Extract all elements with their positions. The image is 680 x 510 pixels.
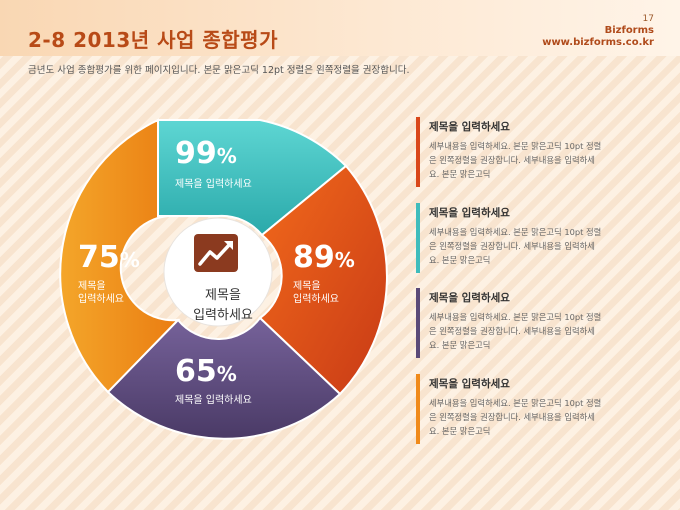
info-body: 세부내용을 입력하세요. 본문 맑은고딕 10pt 정렬 은 왼쪽정렬을 권장합니… (429, 141, 602, 179)
segment-orange-percent: 75% (78, 240, 140, 275)
brand-block: Bizforms www.bizforms.co.kr (542, 25, 654, 49)
info-accent-bar (416, 288, 420, 358)
segment-orange-label: 제목을 입력하세요 (78, 281, 124, 305)
segment-purple-label: 제목을 입력하세요 (175, 395, 252, 406)
brand-url: www.bizforms.co.kr (542, 37, 654, 48)
page-number: 17 (642, 14, 654, 24)
info-title: 제목을 입력하세요 (429, 378, 510, 390)
header-banner (0, 0, 680, 56)
info-accent-bar (416, 117, 420, 187)
segment-teal-percent: 99% (175, 136, 237, 171)
info-item: 제목을 입력하세요 세부내용을 입력하세요. 본문 맑은고딕 10pt 정렬 은 … (416, 288, 659, 358)
info-item: 제목을 입력하세요 세부내용을 입력하세요. 본문 맑은고딕 10pt 정렬 은 … (416, 117, 659, 187)
center-label-line2: 입력하세요 (193, 308, 253, 323)
segment-red-label: 제목을 입력하세요 (293, 281, 339, 305)
info-item: 제목을 입력하세요 세부내용을 입력하세요. 본문 맑은고딕 10pt 정렬 은 … (416, 203, 659, 273)
trend-up-icon (194, 234, 238, 272)
info-body: 세부내용을 입력하세요. 본문 맑은고딕 10pt 정렬 은 왼쪽정렬을 권장합니… (429, 398, 602, 436)
center-circle (163, 217, 273, 327)
info-accent-bar (416, 203, 420, 273)
segment-purple (106, 316, 342, 440)
info-title: 제목을 입력하세요 (429, 207, 510, 219)
center-label: 제목을 입력하세요 (178, 286, 268, 326)
segment-orange (59, 118, 181, 394)
segment-red-percent: 89% (293, 240, 355, 275)
info-item: 제목을 입력하세요 세부내용을 입력하세요. 본문 맑은고딕 10pt 정렬 은 … (416, 374, 659, 444)
info-title: 제목을 입력하세요 (429, 121, 510, 133)
info-title: 제목을 입력하세요 (429, 292, 510, 304)
page-subtitle: 금년도 사업 종합평가를 위한 페이지입니다. 본문 맑은고딕 12pt 정렬은… (28, 65, 410, 76)
page-title: 2-8 2013년 사업 종합평가 (28, 28, 278, 52)
segment-teal-label: 제목을 입력하세요 (175, 179, 252, 190)
info-accent-bar (416, 374, 420, 444)
info-body: 세부내용을 입력하세요. 본문 맑은고딕 10pt 정렬 은 왼쪽정렬을 권장합니… (429, 227, 602, 265)
brand-name: Bizforms (604, 25, 654, 36)
center-label-line1: 제목을 (205, 288, 241, 303)
info-body: 세부내용을 입력하세요. 본문 맑은고딕 10pt 정렬 은 왼쪽정렬을 권장합니… (429, 312, 602, 350)
segment-red (258, 164, 388, 396)
segment-purple-percent: 65% (175, 354, 237, 389)
